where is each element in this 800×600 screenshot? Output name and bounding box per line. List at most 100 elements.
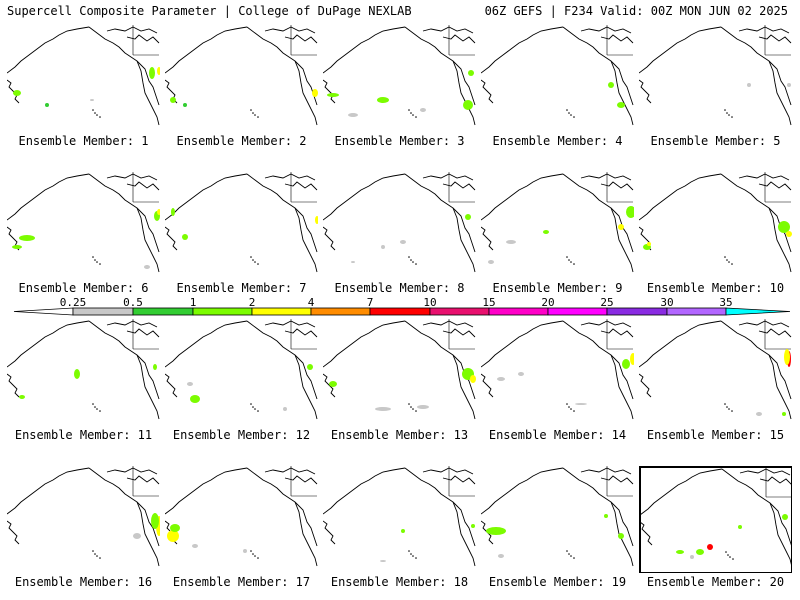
- ensemble-member-label: Ensemble Member: 3: [334, 134, 465, 148]
- coastline: [580, 173, 632, 181]
- coastline: [88, 320, 160, 400]
- island: [250, 550, 252, 552]
- island: [415, 557, 417, 559]
- coastline: [600, 34, 634, 44]
- colorbar-segment: [369, 307, 431, 316]
- coastline: [323, 79, 336, 104]
- map-canvas: [165, 25, 318, 126]
- coastline: [768, 207, 792, 273]
- colorbar-segment: [132, 307, 194, 316]
- coastline: [126, 475, 160, 485]
- coastline: [7, 173, 90, 221]
- island: [724, 109, 726, 111]
- island: [732, 558, 734, 560]
- island: [410, 259, 412, 261]
- coastline: [264, 173, 316, 181]
- coastline: [7, 26, 90, 74]
- coastline: [639, 26, 722, 74]
- island: [412, 114, 414, 116]
- colorbar-tick-label: 30: [660, 296, 673, 309]
- island: [731, 410, 733, 412]
- ensemble-member-label: Ensemble Member: 14: [488, 428, 627, 442]
- coastline: [481, 467, 564, 515]
- colorbar-tick-label: 1: [190, 296, 197, 309]
- country-border: [448, 25, 475, 56]
- coastline: [562, 320, 634, 400]
- island: [728, 408, 730, 410]
- coastline: [442, 34, 476, 44]
- country-border: [765, 467, 791, 498]
- map-canvas: [481, 466, 634, 567]
- country-border: [132, 319, 159, 350]
- colorbar-legend: 0.25 0.5 1 2 4 7 10 15 20 25 30 35: [13, 296, 791, 316]
- island: [568, 259, 570, 261]
- coastline: [106, 173, 158, 181]
- country-border: [606, 466, 633, 497]
- coastline: [88, 173, 160, 253]
- ensemble-member-label: Ensemble Member: 5: [650, 134, 781, 148]
- coastline: [422, 467, 474, 475]
- island: [254, 114, 256, 116]
- ensemble-member-label: Ensemble Member: 7: [176, 281, 307, 295]
- island: [568, 406, 570, 408]
- coastline: [562, 173, 634, 253]
- coastline: [126, 34, 160, 44]
- country-border: [290, 466, 317, 497]
- country-border: [448, 319, 475, 350]
- country-border: [132, 466, 159, 497]
- coastline: [165, 26, 248, 74]
- coastline: [294, 501, 318, 567]
- island: [99, 116, 101, 118]
- island: [568, 112, 570, 114]
- coastline: [481, 373, 494, 398]
- map-canvas: [323, 172, 476, 273]
- coastline: [452, 207, 476, 273]
- coastline: [720, 26, 792, 106]
- island: [257, 116, 259, 118]
- island: [252, 259, 254, 261]
- island: [92, 550, 94, 552]
- run-info: 06Z GEFS | F234 Valid: 00Z MON JUN 02 20…: [484, 4, 788, 18]
- country-border: [764, 25, 791, 56]
- ensemble-member-label: Ensemble Member: 1: [18, 134, 149, 148]
- island: [257, 263, 259, 265]
- coastline: [126, 181, 160, 191]
- island: [92, 403, 94, 405]
- colorbar-tick-label: 0.5: [123, 296, 143, 309]
- ensemble-member-map: [7, 25, 160, 132]
- colorbar-tick-label: 20: [541, 296, 554, 309]
- coastline: [106, 467, 158, 475]
- country-border: [764, 319, 791, 350]
- map-canvas: [323, 466, 476, 567]
- colorbar-tick-label: 35: [719, 296, 732, 309]
- coastline: [442, 181, 476, 191]
- map-canvas: [7, 466, 160, 567]
- ensemble-member-label: Ensemble Member: 19: [488, 575, 627, 589]
- island: [566, 550, 568, 552]
- map-canvas: [7, 319, 160, 420]
- country-border: [132, 25, 159, 56]
- country-border: [606, 25, 633, 56]
- coastline: [481, 320, 564, 368]
- coastline: [758, 181, 792, 191]
- ensemble-member-label: Ensemble Member: 2: [176, 134, 307, 148]
- island: [96, 114, 98, 116]
- coastline: [88, 467, 160, 547]
- island: [724, 403, 726, 405]
- coastline: [759, 476, 791, 485]
- coastline: [721, 468, 791, 546]
- island: [257, 557, 259, 559]
- island: [725, 551, 727, 553]
- island: [727, 554, 729, 556]
- map-canvas: [481, 319, 634, 420]
- ensemble-member-map: [323, 319, 476, 426]
- island: [254, 408, 256, 410]
- island: [573, 557, 575, 559]
- coastline: [739, 468, 791, 476]
- colorbar-segment: [310, 307, 371, 316]
- colorbar-segment: [488, 307, 549, 316]
- ensemble-member-map: [481, 172, 634, 279]
- coastline: [7, 373, 20, 398]
- colorbar-segment: [72, 307, 134, 316]
- country-border: [290, 25, 317, 56]
